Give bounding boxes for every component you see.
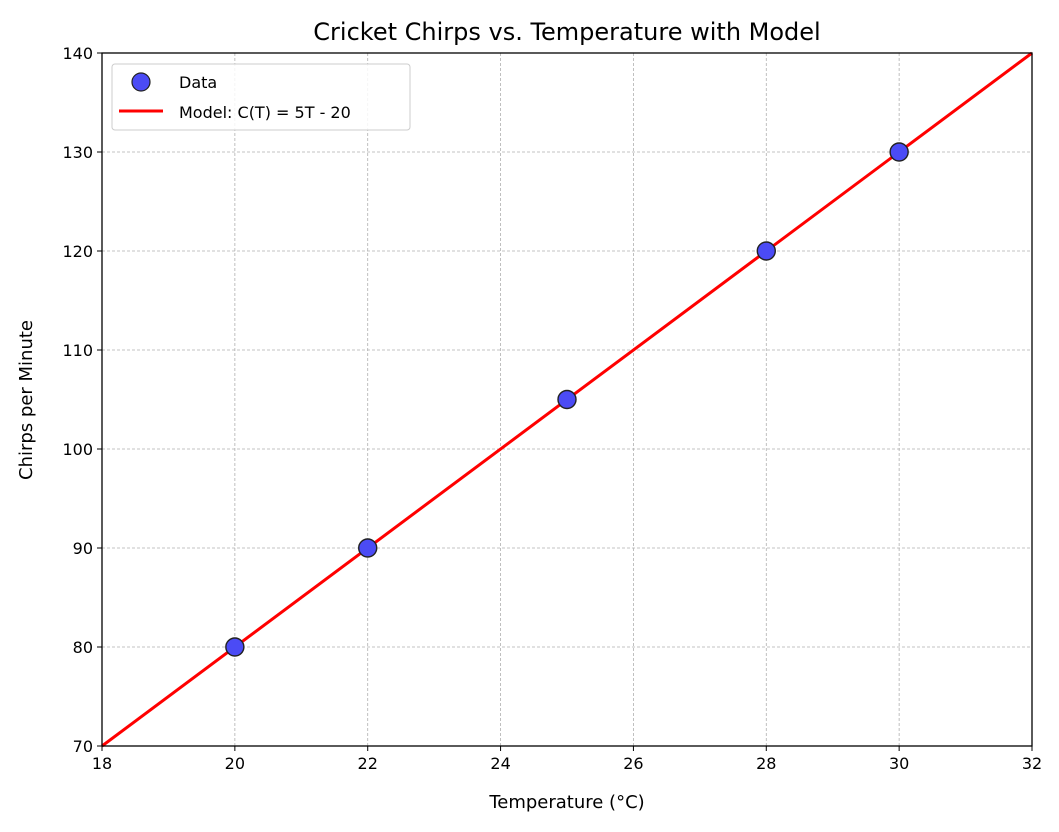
x-tick-label: 24	[490, 754, 510, 773]
data-point	[358, 538, 378, 558]
y-tick-label: 100	[62, 440, 93, 459]
y-tick-label: 140	[62, 44, 93, 63]
x-tick-label: 26	[623, 754, 643, 773]
chart-title: Cricket Chirps vs. Temperature with Mode…	[313, 18, 820, 46]
data-point	[756, 241, 776, 261]
legend: Data Model: C(T) = 5T - 20	[111, 63, 411, 131]
plot-frame	[101, 52, 1033, 747]
x-tick-label: 18	[92, 754, 112, 773]
legend-box	[111, 63, 411, 131]
x-tick-label: 32	[1022, 754, 1042, 773]
grid	[101, 52, 1033, 747]
y-tick-label: 130	[62, 143, 93, 162]
x-axis-label: Temperature (°C)	[488, 792, 644, 813]
legend-marker-data	[131, 72, 151, 92]
legend-label-data: Data	[179, 73, 217, 92]
data-point	[225, 637, 245, 657]
y-axis-label: Chirps per Minute	[16, 320, 37, 480]
y-tick-label: 110	[62, 341, 93, 360]
x-tick-label: 30	[889, 754, 909, 773]
y-tick-label: 80	[73, 638, 93, 657]
y-tick-label: 90	[73, 539, 93, 558]
data-point	[889, 142, 909, 162]
x-tick-label: 28	[756, 754, 776, 773]
ticks: 18 20 22 24 26 28 30 32 70 80 90 100 110 120 130 140	[62, 44, 1042, 773]
data-point	[557, 389, 577, 410]
legend-label-model: Model: C(T) = 5T - 20	[179, 103, 351, 122]
y-tick-label: 70	[73, 737, 93, 756]
series-layer	[101, 51, 1033, 748]
y-tick-label: 120	[62, 242, 93, 261]
x-tick-label: 22	[358, 754, 378, 773]
x-tick-label: 20	[225, 754, 245, 773]
